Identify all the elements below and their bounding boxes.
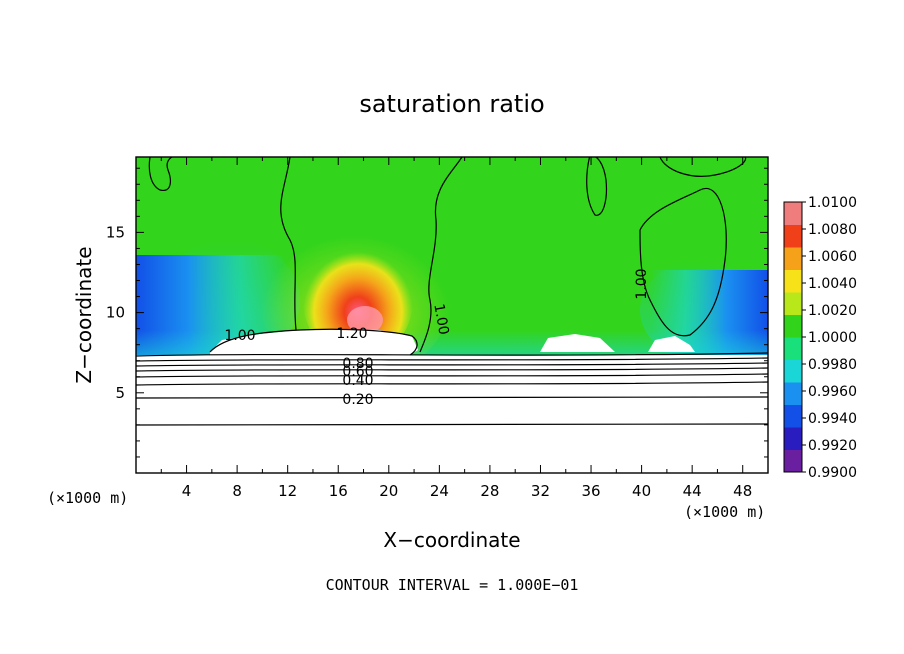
colorbar-tick-label: 0.9960 bbox=[808, 384, 857, 400]
contour-horizontal-4 bbox=[136, 367, 768, 372]
contour-label: 1.00 bbox=[430, 303, 451, 336]
x-tick-label: 20 bbox=[379, 482, 398, 500]
heatmap-field bbox=[136, 157, 768, 473]
y-axis: 5 10 15 bbox=[106, 167, 768, 458]
y-tick-label: 15 bbox=[106, 223, 125, 241]
y-tick-label: 10 bbox=[106, 304, 125, 322]
contour-label: 1.00 bbox=[224, 328, 255, 344]
x-axis: 4 8 12 16 20 24 28 32 36 40 44 48 bbox=[160, 157, 752, 500]
contour-right-shape bbox=[639, 157, 747, 337]
colorbar-tick-label: 1.0000 bbox=[808, 330, 857, 346]
x-axis-label: X−coordinate bbox=[383, 528, 520, 552]
colorbar: 1.0100 1.0080 1.0060 1.0040 1.0020 1.0000 0.99… bbox=[783, 195, 857, 481]
contour-horizontal-6 bbox=[136, 381, 768, 386]
contour-horizontal-3 bbox=[136, 362, 768, 367]
contour-lines bbox=[136, 157, 768, 426]
colorbar-tick-label: 1.0100 bbox=[808, 195, 857, 211]
contour-label: 1.20 bbox=[336, 326, 367, 342]
plot-frame bbox=[135, 156, 769, 474]
colorbar-segment bbox=[784, 427, 802, 450]
x-tick-label: 40 bbox=[632, 482, 651, 500]
cloud-region-2 bbox=[540, 334, 615, 352]
cloud-region-3 bbox=[648, 336, 695, 352]
colorbar-segment bbox=[784, 292, 802, 315]
colorbar-tick-label: 0.9920 bbox=[808, 438, 857, 454]
colorbar-tick-label: 1.0060 bbox=[808, 249, 857, 265]
x-tick-label: 4 bbox=[182, 482, 192, 500]
colorbar-segment bbox=[784, 269, 802, 293]
y-tick-label: 5 bbox=[115, 384, 125, 402]
x-tick-label: 24 bbox=[430, 482, 449, 500]
colorbar-segment bbox=[784, 314, 802, 338]
x-axis-unit: (×1000 m) bbox=[684, 503, 765, 521]
lower-region bbox=[136, 355, 768, 473]
contour-horizontal-8 bbox=[136, 423, 768, 426]
colorbar-segment bbox=[784, 449, 802, 473]
colorbar-segment bbox=[784, 337, 802, 360]
contour-labels: 1.20 1.00 1.00 1.00 0.800.600.40 0.20 bbox=[224, 268, 650, 408]
chart-title: saturation ratio bbox=[359, 90, 544, 118]
contour-label: 0.60 bbox=[342, 364, 373, 380]
colorbar-segment bbox=[784, 382, 802, 405]
contour-loop bbox=[586, 157, 608, 216]
x-tick-label: 36 bbox=[581, 482, 600, 500]
colorbar-tick-label: 1.0020 bbox=[808, 303, 857, 319]
x-tick-label: 16 bbox=[329, 482, 348, 500]
colorbar-segment bbox=[784, 404, 802, 428]
contour-label: 0.40 bbox=[342, 373, 373, 389]
x-tick-label: 48 bbox=[733, 482, 752, 500]
colorbar-tick-label: 0.9980 bbox=[808, 357, 857, 373]
x-tick-label: 28 bbox=[480, 482, 499, 500]
colorbar-segment bbox=[784, 359, 802, 383]
contour-cloud-base bbox=[209, 328, 418, 356]
contour-label: 1.00 bbox=[634, 268, 650, 299]
colorbar-segment bbox=[784, 224, 802, 248]
y-axis-label: Z−coordinate bbox=[72, 246, 96, 383]
contour-label: 0.20 bbox=[342, 392, 373, 408]
colorbar-tick-label: 0.9940 bbox=[808, 411, 857, 427]
colorbar-segment bbox=[784, 202, 802, 225]
colorbar-segment bbox=[784, 247, 802, 270]
contour-horizontal-1 bbox=[136, 352, 768, 357]
contour-label: 0.80 bbox=[342, 356, 373, 372]
contour-horizontal-7 bbox=[136, 396, 768, 399]
x-tick-label: 44 bbox=[683, 482, 702, 500]
y-axis-unit: (×1000 m) bbox=[47, 489, 128, 507]
cloud-region-1 bbox=[210, 329, 418, 355]
x-tick-label: 32 bbox=[531, 482, 550, 500]
contour-left-upper bbox=[148, 157, 173, 192]
x-tick-label: 8 bbox=[232, 482, 242, 500]
colorbar-tick-label: 0.9900 bbox=[808, 465, 857, 481]
contour-horizontal-5 bbox=[136, 373, 768, 378]
contour-interval-note: CONTOUR INTERVAL = 1.000E−01 bbox=[326, 576, 579, 594]
x-tick-label: 12 bbox=[278, 482, 297, 500]
colorbar-tick-label: 1.0040 bbox=[808, 276, 857, 292]
colorbar-tick-label: 1.0080 bbox=[808, 222, 857, 238]
contour-horizontal-2 bbox=[136, 357, 768, 362]
contour-left-plume bbox=[280, 157, 297, 331]
plume-peak bbox=[347, 306, 383, 334]
contour-right-plume bbox=[419, 157, 463, 353]
